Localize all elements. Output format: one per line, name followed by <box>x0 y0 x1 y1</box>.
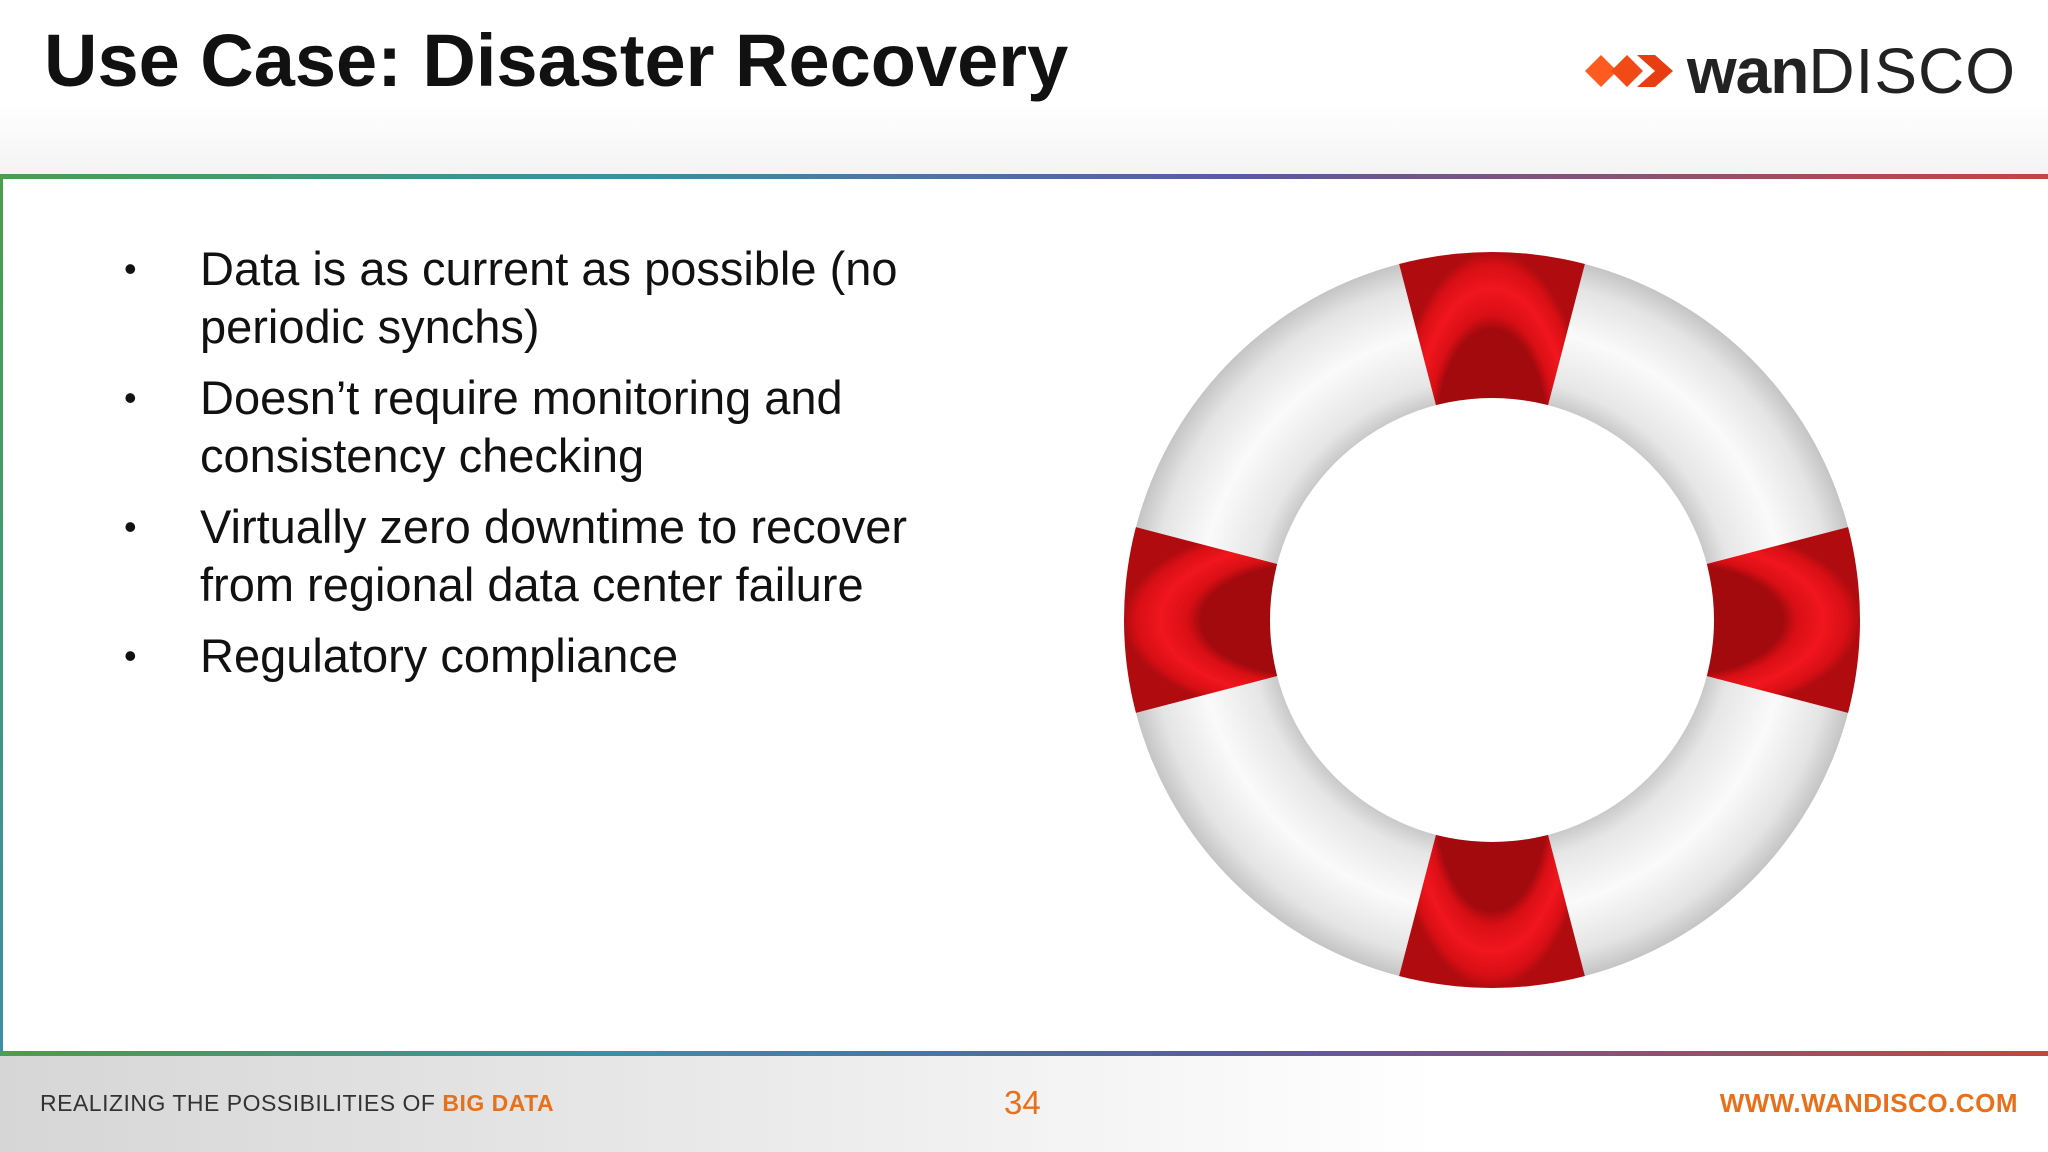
bullet-text: Regulatory compliance <box>200 629 679 682</box>
footer-website: WWW.WANDISCO.COM <box>1719 1088 2018 1118</box>
ring-band-right <box>1492 524 1860 716</box>
bullet-dot-icon: • <box>124 248 137 289</box>
bullet-text: Data is as current as possible (no perio… <box>200 242 898 353</box>
content-left-edge <box>0 179 3 1051</box>
tagline-prefix: REALIZING THE POSSIBILITIES OF <box>40 1090 443 1116</box>
logo-text-bold: wan <box>1686 35 1809 107</box>
wandisco-logo: wanDISCO <box>1584 39 2016 103</box>
logo-wordmark: wanDISCO <box>1687 39 2016 103</box>
slide-title: Use Case: Disaster Recovery <box>44 19 1069 102</box>
slide-footer <box>0 1056 2048 1152</box>
logo-text-light: DISCO <box>1808 35 2016 107</box>
footer-tagline: REALIZING THE POSSIBILITIES OF BIG DATA <box>40 1090 554 1117</box>
wandisco-chevrons-icon <box>1584 55 1673 87</box>
bullet-item: • Regulatory compliance <box>112 627 992 685</box>
bullet-item: • Data is as current as possible (no peri… <box>112 240 992 356</box>
footer-divider <box>0 1051 2048 1056</box>
bullet-text: Virtually zero downtime to recover from … <box>200 500 908 611</box>
bullet-dot-icon: • <box>124 506 137 547</box>
life-ring-icon <box>1124 252 1860 988</box>
bullet-text: Doesn’t require monitoring and consisten… <box>200 371 843 482</box>
bullet-item: • Virtually zero downtime to recover from… <box>112 498 992 614</box>
ring-band-top <box>1396 252 1588 620</box>
header-divider <box>0 174 2048 179</box>
page-number: 34 <box>1004 1084 1041 1121</box>
bullet-item: • Doesn’t require monitoring and consiste… <box>112 369 992 485</box>
ring-band-left <box>1124 524 1492 716</box>
bullet-dot-icon: • <box>124 635 137 676</box>
slide-header <box>0 0 2048 176</box>
tagline-emphasis: BIG DATA <box>442 1090 555 1116</box>
bullet-dot-icon: • <box>124 377 137 418</box>
ring-band-bottom <box>1396 620 1588 988</box>
bullet-list: • Data is as current as possible (no peri… <box>112 240 992 698</box>
